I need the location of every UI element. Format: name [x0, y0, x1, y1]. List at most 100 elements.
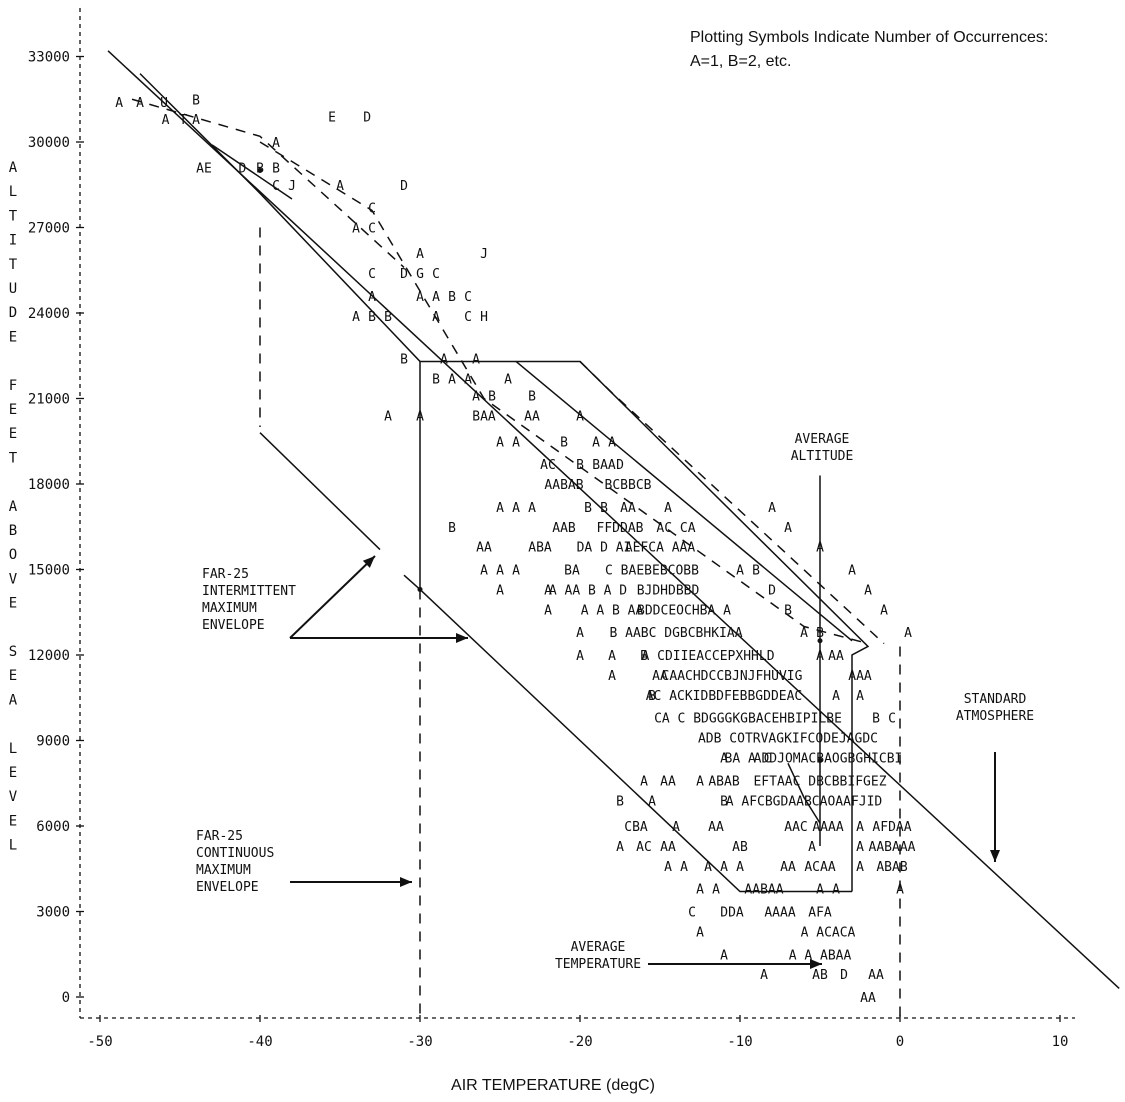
data-point-symbol: AABAB — [544, 478, 583, 493]
data-point-symbol: A — [136, 96, 144, 111]
data-point-symbol: A — [736, 860, 744, 875]
data-point-symbol: ADDJOMACBAOGBGHICBI — [754, 752, 903, 767]
data-point-symbol: C — [464, 290, 472, 305]
standard-atmosphere-label-line: ATMOSPHERE — [956, 709, 1034, 724]
data-point-symbol: A — [800, 626, 808, 641]
y-axis-title-letter: T — [9, 257, 18, 273]
data-point-symbol: A — [368, 290, 376, 305]
y-axis-title-letter: F — [9, 378, 17, 394]
data-point-symbol: AABAA — [744, 883, 783, 898]
data-point-symbol: C — [272, 179, 280, 194]
data-point-symbol: BJDHDBBD — [637, 583, 700, 598]
data-point-symbol: A — [904, 626, 912, 641]
data-point-symbol: B — [448, 521, 456, 536]
data-point-symbol: B — [448, 290, 456, 305]
data-point-symbol: A — [856, 860, 864, 875]
data-point-symbol: A — [496, 564, 504, 579]
data-point-symbol: A — [616, 840, 624, 855]
data-point-symbol: A CDIIEACCEPXHHLD — [641, 649, 774, 664]
y-axis-title-letter: A — [9, 692, 18, 708]
y-axis-title-letter: L — [9, 838, 17, 854]
average-temperature-label-line: AVERAGE — [571, 940, 626, 955]
intermittent-arrow-up-head — [362, 556, 375, 568]
data-point-symbol: C — [368, 267, 376, 282]
x-tick-label: -40 — [247, 1034, 272, 1050]
data-point-symbol: AA — [476, 541, 492, 556]
y-tick-label: 15000 — [28, 563, 70, 579]
data-point-symbol: B — [576, 458, 584, 473]
data-point-symbol: A — [712, 883, 720, 898]
data-point-symbol: A — [416, 247, 424, 262]
standard-atmosphere-arrow-head — [990, 850, 1000, 862]
far25-continuous-label-line: CONTINUOUS — [196, 846, 274, 861]
data-point-symbol: A — [496, 501, 504, 516]
y-tick-label: 18000 — [28, 477, 70, 493]
data-point-symbol: AA — [660, 840, 676, 855]
data-point-symbol: D — [363, 110, 371, 125]
data-point-symbol: AEFCA AAA — [625, 541, 696, 556]
legend-note-line2: A=1, B=2, etc. — [690, 53, 791, 70]
y-axis-title-letter: E — [9, 426, 17, 442]
data-point-symbol: A — [856, 689, 864, 704]
data-point-symbol: A A B AA — [581, 603, 644, 618]
data-point-symbol: A — [432, 310, 440, 325]
y-axis-title-letter: T — [9, 208, 18, 224]
far25-continuous-label-line: ENVELOPE — [196, 880, 259, 895]
data-point-symbol: AA — [780, 860, 796, 875]
y-axis-title-letter: I — [9, 233, 17, 249]
lapse-line-upper — [139, 73, 421, 362]
y-tick-label: 12000 — [28, 648, 70, 664]
data-point-symbol: B — [616, 794, 624, 809]
legend-note-line1: Plotting Symbols Indicate Number of Occu… — [690, 29, 1048, 46]
y-tick-label: 0 — [62, 990, 70, 1006]
envelope-vertex-dot — [817, 757, 823, 763]
data-point-symbol: A — [608, 435, 616, 450]
far25-continuous-label-line: MAXIMUM — [196, 863, 251, 878]
data-point-symbol: BCBBCB — [605, 478, 652, 493]
data-point-symbol: A — [448, 373, 456, 388]
y-axis-title-letter: U — [9, 281, 17, 297]
data-point-symbol: D — [238, 162, 246, 177]
data-point-symbol: A — [352, 310, 360, 325]
data-point-symbol: A — [528, 501, 536, 516]
data-point-symbol: A — [832, 883, 840, 898]
data-point-symbol: A — [736, 564, 744, 579]
y-axis-title-letter: V — [9, 789, 18, 805]
data-point-symbol: A — [592, 435, 600, 450]
data-point-symbol: BA A C — [725, 752, 772, 767]
intermittent-arrow-right-head — [456, 633, 468, 643]
x-tick-label: 10 — [1052, 1034, 1069, 1050]
data-point-symbol: AA — [828, 649, 844, 664]
chart-callouts: AVERAGE ALTITUDE AVERAGE TEMPERATURE STANDAR… — [196, 432, 1034, 972]
data-point-symbol: C — [432, 267, 440, 282]
data-point-symbol: BA — [564, 564, 580, 579]
average-altitude-label-line: AVERAGE — [795, 432, 850, 447]
intermittent-envelope-dashed — [579, 360, 885, 645]
data-point-symbol: BAA — [472, 410, 496, 425]
axes: -50 -40 -30 -20 -10 0 10 0 3000 6000 9000 12000 1500… — [9, 8, 1075, 1050]
data-point-symbol: AB — [732, 840, 748, 855]
data-point-symbol: AABAAA — [869, 840, 916, 855]
envelope-vertex-dot — [817, 638, 823, 644]
data-point-symbol: A — [544, 603, 552, 618]
y-axis-title-letter: V — [9, 571, 18, 587]
far25-intermittent-label-line: MAXIMUM — [202, 601, 257, 616]
x-tick-label: -10 — [727, 1034, 752, 1050]
far25-continuous-label-line: FAR-25 — [196, 829, 243, 844]
y-tick-label: 27000 — [28, 221, 70, 237]
x-tick-label: -20 — [567, 1034, 592, 1050]
data-point-symbol: A — [720, 860, 728, 875]
x-tick-label: -30 — [407, 1034, 432, 1050]
data-point-symbol: B AABC DGBCBHKIAA — [609, 626, 742, 641]
data-point-symbol: A AFCBGDAABCAOAAFJID — [726, 794, 883, 809]
data-point-symbol: B — [192, 93, 200, 108]
data-point-symbol: A — [640, 774, 648, 789]
x-tick-label: 0 — [896, 1034, 904, 1050]
intermittent-envelope-dashed-upper — [259, 141, 869, 645]
data-point-symbol: A — [784, 521, 792, 536]
data-point-symbol: A — [384, 410, 392, 425]
data-point-symbol: A A ABAA — [789, 948, 852, 963]
far25-intermittent-label-line: ENVELOPE — [202, 618, 265, 633]
data-point-symbol: A — [864, 583, 872, 598]
intermittent-diagonal-lower — [403, 574, 852, 893]
